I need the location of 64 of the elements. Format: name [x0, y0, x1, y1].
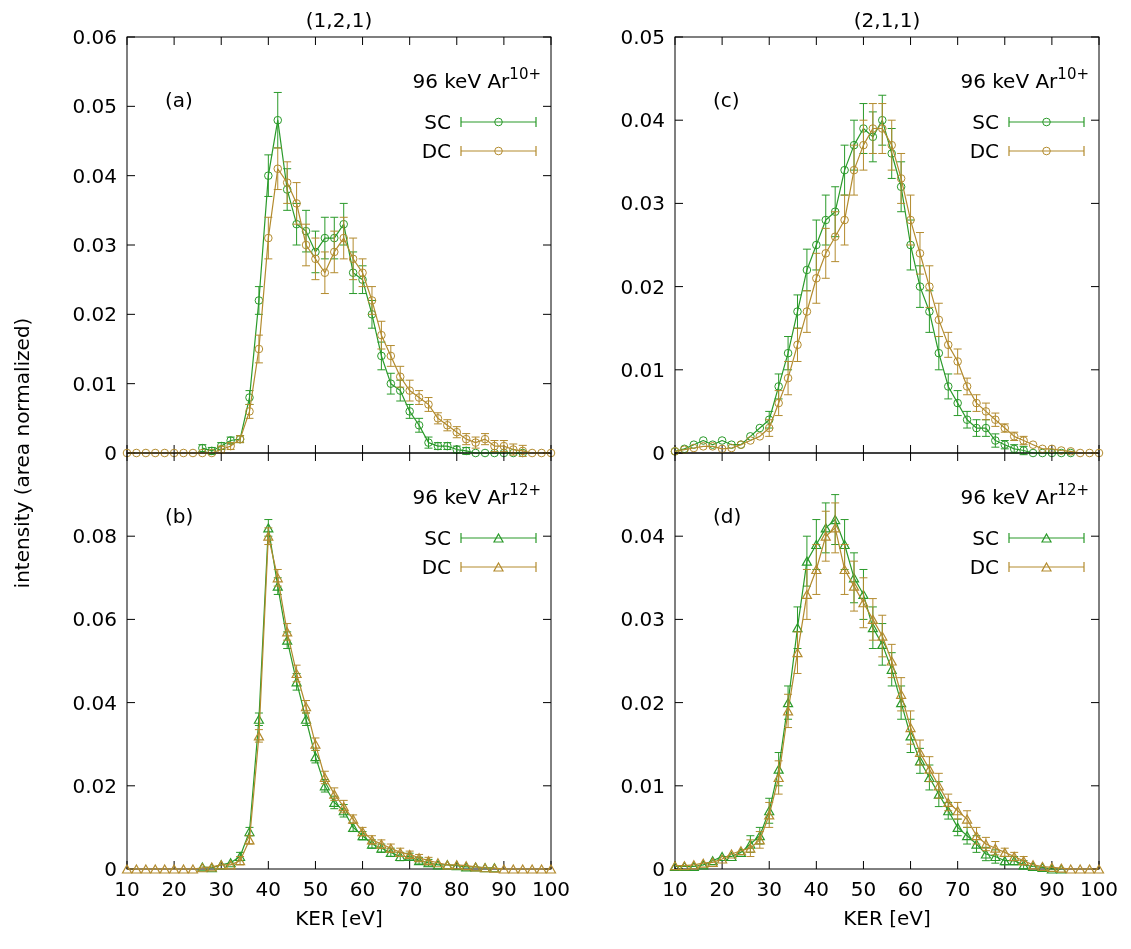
- y-tick-label: 0.04: [72, 690, 117, 715]
- x-tick-label: 40: [255, 877, 282, 901]
- y-tick-label: 0: [652, 857, 665, 881]
- annotation: (c): [713, 88, 740, 112]
- x-tick-label: 10: [662, 877, 688, 901]
- y-tick-label: 0: [104, 857, 117, 881]
- x-tick-label: 90: [491, 877, 517, 901]
- y-tick-label: 0.03: [620, 607, 665, 632]
- y-tick-label: 0.04: [620, 108, 665, 133]
- y-tick-label: 0.01: [620, 357, 665, 382]
- x-tick-label: 100: [531, 877, 571, 901]
- legend-label: DC: [969, 139, 999, 163]
- y-tick-label: 0.02: [72, 302, 117, 327]
- x-axis-title: KER [eV]: [295, 906, 383, 930]
- x-tick-label: 100: [1079, 877, 1119, 901]
- annotation: (b): [165, 504, 194, 528]
- x-tick-label: 80: [992, 877, 1018, 901]
- legend-label: DC: [421, 139, 451, 163]
- y-tick-label: 0.06: [72, 607, 117, 632]
- y-tick-label: 0.02: [620, 274, 665, 299]
- x-tick-label: 90: [1039, 877, 1065, 901]
- legend-title: 96 keV Ar$^{10+}$: [412, 65, 541, 93]
- x-tick-label: 50: [850, 877, 877, 901]
- x-tick-label: 70: [944, 877, 971, 901]
- chart-title: (1,2,1): [305, 8, 373, 32]
- legend-label: SC: [424, 526, 451, 550]
- y-axis-title: intensity (area normalized): [10, 317, 34, 589]
- x-tick-label: 30: [208, 877, 234, 901]
- y-tick-label: 0.01: [72, 371, 117, 396]
- x-tick-label: 20: [709, 877, 735, 901]
- x-tick-label: 20: [161, 877, 187, 901]
- y-tick-label: 0.02: [620, 690, 665, 715]
- y-tick-label: 0.04: [72, 163, 117, 188]
- y-tick-label: 0.03: [72, 233, 117, 257]
- x-axis-title: KER [eV]: [843, 906, 931, 930]
- legend-title: 96 keV Ar$^{12+}$: [960, 481, 1089, 509]
- chart-title: (2,1,1): [853, 8, 921, 32]
- x-tick-label: 60: [897, 877, 924, 901]
- y-tick-label: 0.05: [72, 94, 117, 119]
- y-tick-label: 0.05: [620, 25, 665, 49]
- y-tick-label: 0.01: [620, 773, 665, 798]
- y-tick-label: 0.08: [72, 524, 117, 549]
- y-tick-label: 0.03: [620, 191, 665, 216]
- legend-label: DC: [421, 555, 451, 579]
- x-tick-label: 40: [803, 877, 830, 901]
- legend-label: SC: [972, 526, 999, 550]
- x-tick-label: 80: [444, 877, 470, 901]
- y-tick-label: 0: [104, 441, 117, 465]
- y-tick-label: 0.06: [72, 25, 117, 49]
- x-tick-label: 50: [302, 877, 329, 901]
- y-tick-label: 0.04: [620, 524, 665, 549]
- x-tick-label: 70: [396, 877, 423, 901]
- x-tick-label: 30: [756, 877, 782, 901]
- annotation: (a): [165, 88, 193, 112]
- legend-title: 96 keV Ar$^{12+}$: [412, 481, 541, 509]
- y-tick-label: 0.02: [72, 773, 117, 798]
- legend-label: DC: [969, 555, 999, 579]
- legend-label: SC: [424, 110, 451, 134]
- legend-label: SC: [972, 110, 999, 134]
- annotation: (d): [713, 504, 742, 528]
- x-tick-label: 60: [349, 877, 376, 901]
- legend-title: 96 keV Ar$^{10+}$: [960, 65, 1089, 93]
- y-tick-label: 0: [652, 441, 665, 465]
- x-tick-label: 10: [114, 877, 140, 901]
